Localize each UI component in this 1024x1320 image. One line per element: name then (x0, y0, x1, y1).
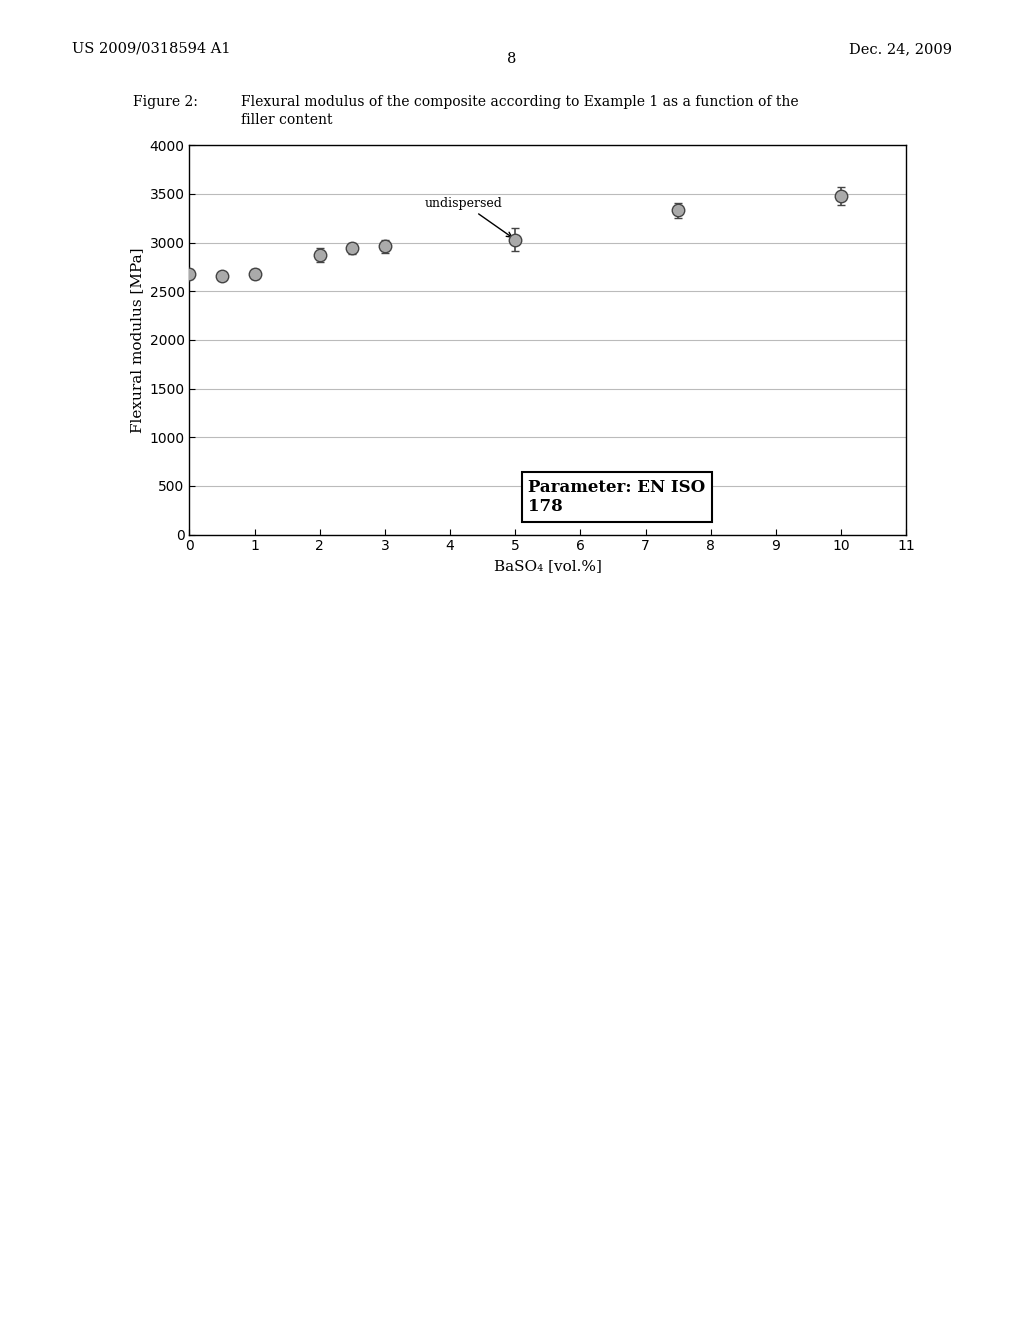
X-axis label: BaSO₄ [vol.%]: BaSO₄ [vol.%] (494, 558, 602, 573)
Text: 8: 8 (507, 53, 517, 66)
Y-axis label: Flexural modulus [MPa]: Flexural modulus [MPa] (130, 247, 144, 433)
Text: Figure 2:: Figure 2: (133, 95, 198, 108)
Text: Dec. 24, 2009: Dec. 24, 2009 (849, 42, 952, 55)
Text: Flexural modulus of the composite according to Example 1 as a function of the: Flexural modulus of the composite accord… (241, 95, 799, 108)
Text: Parameter: EN ISO
178: Parameter: EN ISO 178 (528, 479, 706, 515)
Text: undispersed: undispersed (424, 197, 512, 238)
Text: filler content: filler content (241, 114, 332, 127)
Text: US 2009/0318594 A1: US 2009/0318594 A1 (72, 42, 230, 55)
